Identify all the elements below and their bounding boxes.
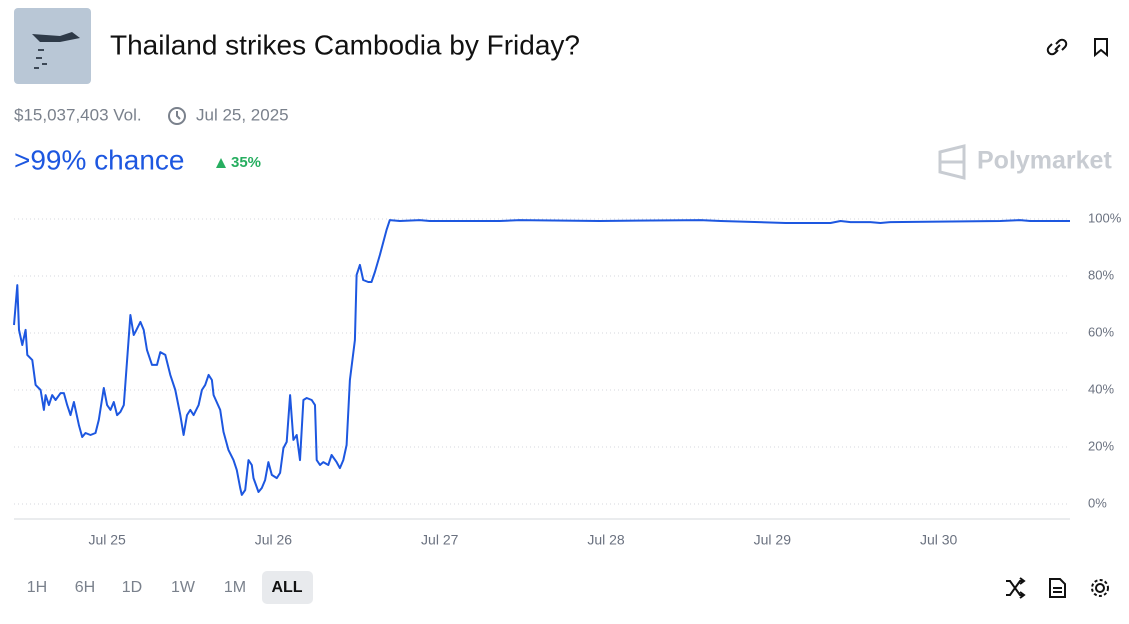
shuffle-icon[interactable] [1006, 577, 1026, 599]
range-button[interactable]: 1W [171, 579, 196, 596]
end-date: Jul 25, 2025 [196, 105, 289, 124]
bookmark-icon[interactable] [1094, 38, 1108, 58]
brand-logo [938, 144, 966, 180]
thumbnail [14, 8, 91, 84]
x-tick-label: Jul 25 [88, 532, 126, 548]
bombs [34, 49, 47, 69]
range-buttons[interactable]: 1H 6H 1D 1W 1M ALL [27, 571, 313, 604]
chance-headline: >99% chance [14, 144, 184, 175]
x-tick-label: Jul 27 [421, 532, 459, 548]
up-arrow [216, 158, 226, 168]
y-tick-label: 60% [1088, 324, 1114, 339]
x-tick-label: Jul 28 [587, 532, 625, 548]
price-line [13, 219, 1070, 496]
range-button[interactable]: 1D [122, 579, 142, 596]
y-tick-label: 0% [1088, 495, 1107, 510]
x-tick-label: Jul 29 [754, 532, 792, 548]
x-tick-label: Jul 26 [255, 532, 293, 548]
plot: 0% 20% 40% 60% 80% 100% Jul 25 Jul 26 Jul 27 Jul … [13, 210, 1122, 548]
range-button[interactable]: 1H [27, 579, 47, 596]
document-icon[interactable] [1049, 578, 1066, 598]
chart-tools[interactable] [1006, 577, 1109, 599]
y-tick-label: 40% [1088, 381, 1114, 396]
range-button[interactable]: ALL [271, 579, 302, 596]
y-tick-label: 100% [1088, 210, 1122, 225]
clock-icon [168, 107, 186, 125]
header-icons[interactable] [1046, 38, 1108, 58]
range-button[interactable]: 1M [224, 579, 246, 596]
x-tick-label: Jul 30 [920, 532, 958, 548]
brand-name: Polymarket [977, 147, 1112, 175]
chance-change: 35% [231, 154, 261, 171]
settings-gear[interactable] [1091, 579, 1109, 597]
range-button-bg[interactable] [262, 571, 313, 604]
settings-icon[interactable] [1095, 583, 1105, 593]
y-tick-label: 20% [1088, 438, 1114, 453]
thumbnail-bg [14, 8, 91, 84]
jet [32, 32, 80, 42]
y-tick-label: 80% [1088, 267, 1114, 282]
link-icon[interactable] [1046, 38, 1068, 56]
market-title: Thailand strikes Cambodia by Friday? [110, 29, 580, 60]
range-button[interactable]: 6H [75, 579, 95, 596]
volume: $15,037,403 Vol. [14, 105, 142, 124]
